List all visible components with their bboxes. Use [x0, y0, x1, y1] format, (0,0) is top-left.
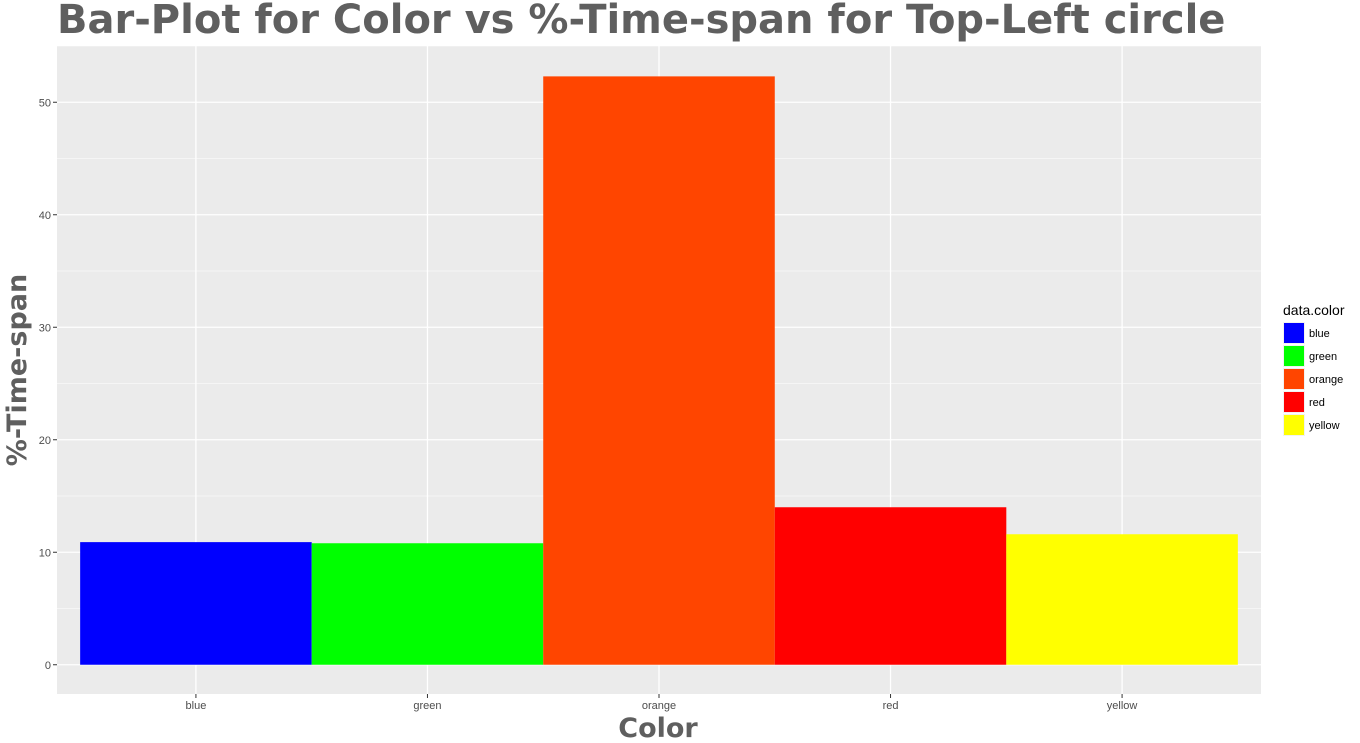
bar-green — [311, 543, 544, 665]
legend-label-yellow: yellow — [1309, 420, 1340, 432]
y-tick-label: 30 — [39, 322, 51, 334]
bar-orange — [543, 76, 775, 665]
legend-swatch-red — [1284, 392, 1304, 412]
bars-layer — [80, 76, 1238, 665]
y-tick-label: 20 — [39, 435, 51, 447]
y-axis: 0 10 20 30 40 50 — [39, 97, 57, 672]
y-axis-title: %-Time-span — [2, 274, 33, 466]
chart-title: Bar-Plot for Color vs %-Time-span for To… — [57, 0, 1225, 43]
bar-red — [774, 507, 1007, 665]
legend-swatch-blue — [1284, 323, 1304, 343]
x-tick-label: green — [413, 700, 441, 712]
x-tick-label: orange — [642, 700, 676, 712]
legend-swatch-yellow — [1284, 415, 1304, 435]
y-tick-label: 50 — [39, 97, 51, 109]
y-tick-label: 40 — [39, 210, 51, 222]
legend-title: data.color — [1283, 302, 1345, 318]
x-tick-label: blue — [186, 700, 207, 712]
legend-label-green: green — [1309, 351, 1337, 363]
y-tick-label: 10 — [39, 547, 51, 559]
legend-swatch-green — [1284, 346, 1304, 366]
x-axis-title: Color — [618, 713, 698, 743]
legend-swatch-orange — [1284, 369, 1304, 389]
bar-blue — [80, 542, 312, 665]
x-axis: blue green orange red yellow — [186, 694, 1138, 712]
y-tick-label: 0 — [45, 660, 51, 672]
legend-label-blue: blue — [1309, 328, 1330, 340]
x-tick-label: red — [883, 700, 899, 712]
bar-yellow — [1006, 534, 1238, 665]
x-tick-label: yellow — [1107, 700, 1138, 712]
legend: data.color blue green orange red yellow — [1283, 302, 1345, 436]
legend-label-orange: orange — [1309, 374, 1343, 386]
legend-label-red: red — [1309, 397, 1325, 409]
